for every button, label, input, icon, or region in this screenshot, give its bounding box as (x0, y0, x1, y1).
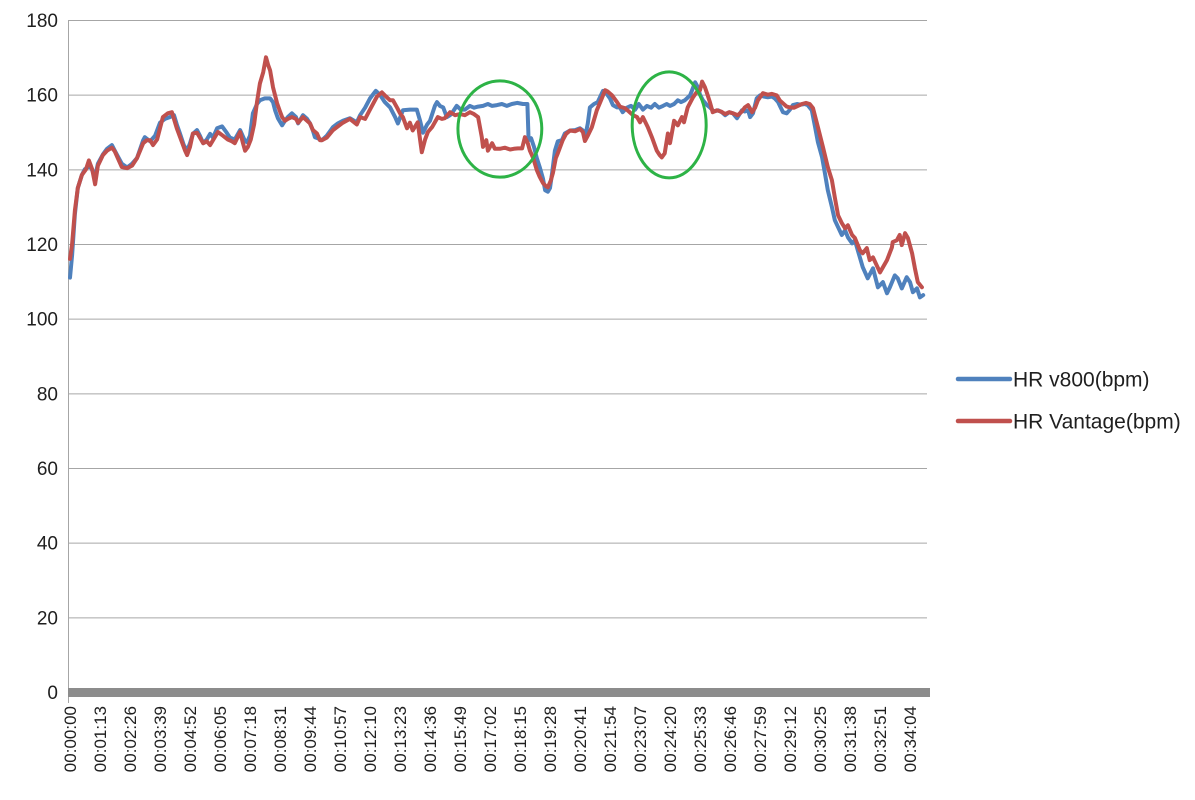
x-axis-label: 00:30:25 (811, 706, 830, 772)
x-axis-label: 00:31:38 (841, 706, 860, 772)
x-axis-label: 00:01:13 (91, 706, 110, 772)
y-axis-label: 100 (26, 310, 58, 331)
x-axis-label: 00:24:20 (661, 706, 680, 772)
x-axis-label: 00:20:41 (571, 706, 590, 772)
x-axis-bar (68, 688, 930, 697)
legend-label-vantage: HR Vantage(bpm) (1013, 411, 1181, 434)
x-axis-label: 00:29:12 (781, 706, 800, 772)
x-axis-label: 00:27:59 (751, 706, 770, 772)
x-axis-label: 00:02:26 (121, 706, 140, 772)
y-axis-label: 160 (26, 86, 58, 107)
y-axis-label: 60 (37, 459, 58, 480)
x-axis-label: 00:15:49 (451, 706, 470, 772)
x-axis-label: 00:18:15 (511, 706, 530, 772)
y-axis-label: 120 (26, 235, 58, 256)
annotation-ellipse-1 (456, 79, 544, 179)
x-axis-label: 00:09:44 (301, 706, 320, 772)
x-axis-label: 00:10:57 (331, 706, 350, 772)
x-axis-label: 00:21:54 (601, 706, 620, 772)
y-axis-label: 0 (47, 683, 58, 704)
x-axis-label: 00:32:51 (871, 706, 890, 772)
x-axis-label: 00:07:18 (241, 706, 260, 772)
x-axis-label: 00:23:07 (631, 706, 650, 772)
series-line-v800 (68, 80, 926, 300)
x-axis-label: 00:17:02 (481, 706, 500, 772)
x-axis-label: 00:13:23 (391, 706, 410, 772)
x-axis-label: 00:26:46 (721, 706, 740, 772)
x-axis-label: 00:25:33 (691, 706, 710, 772)
x-axis-label: 00:14:36 (421, 706, 440, 772)
x-axis-label: 00:04:52 (181, 706, 200, 772)
x-axis-label: 00:03:39 (151, 706, 170, 772)
x-axis-label: 00:12:10 (361, 706, 380, 772)
x-axis-label: 00:19:28 (541, 706, 560, 772)
x-axis-label: 00:08:31 (271, 706, 290, 772)
annotation-ellipse-2 (630, 70, 708, 180)
x-axis-label: 00:00:00 (61, 706, 80, 772)
y-axis-label: 20 (37, 608, 58, 629)
y-axis-label: 80 (37, 384, 58, 405)
x-axis-label: 00:06:05 (211, 706, 230, 772)
series-line-vantage (68, 55, 924, 290)
x-axis-label: 00:34:04 (901, 706, 920, 772)
y-axis-label: 180 (26, 11, 58, 32)
y-axis-label: 140 (26, 160, 58, 181)
legend-label-v800: HR v800(bpm) (1013, 369, 1150, 392)
y-axis-label: 40 (37, 534, 58, 555)
